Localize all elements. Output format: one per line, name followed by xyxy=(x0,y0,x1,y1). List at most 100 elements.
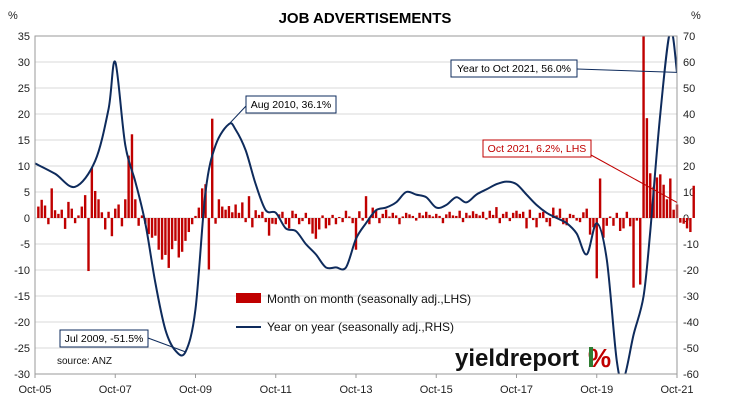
mom-bar xyxy=(70,208,73,218)
mom-bar xyxy=(481,211,485,218)
mom-bar xyxy=(67,201,70,218)
mom-bar xyxy=(511,212,515,218)
mom-bar xyxy=(114,208,117,218)
mom-bar xyxy=(398,218,401,225)
mom-bar xyxy=(338,216,341,218)
mom-bar xyxy=(150,218,154,238)
right-tick-label: -60 xyxy=(683,369,699,381)
mom-bar xyxy=(441,218,445,224)
left-tick-label: -15 xyxy=(14,291,30,303)
mom-bar xyxy=(659,174,662,218)
callout-leader-jul-2009 xyxy=(147,337,186,353)
mom-bar xyxy=(361,218,364,221)
mom-bar xyxy=(588,218,592,235)
mom-bar xyxy=(685,218,689,229)
x-tick-label: Oct-09 xyxy=(179,384,212,396)
mom-bar xyxy=(157,218,160,250)
mom-bar xyxy=(328,218,331,226)
right-tick-label: 60 xyxy=(683,57,695,69)
mom-bar xyxy=(632,218,635,288)
mom-bar xyxy=(542,211,545,218)
x-tick-label: Oct-19 xyxy=(580,384,613,396)
x-tick-label: Oct-15 xyxy=(420,384,453,396)
callout-box-jul-2009 xyxy=(59,329,149,348)
mom-bar xyxy=(47,218,50,225)
mom-bar xyxy=(381,213,384,218)
mom-bar xyxy=(87,218,90,272)
mom-bar xyxy=(297,218,301,225)
yoy-line xyxy=(35,36,677,374)
x-tick-label: Oct-07 xyxy=(99,384,132,396)
mom-bar xyxy=(645,118,649,218)
mom-bar xyxy=(50,188,53,218)
mom-bar xyxy=(217,199,221,218)
mom-bar xyxy=(364,196,368,218)
mom-bar xyxy=(635,218,639,221)
mom-bar xyxy=(605,218,608,226)
mom-bar xyxy=(358,211,361,218)
right-tick-label: -20 xyxy=(683,265,699,277)
mom-bar xyxy=(518,213,522,218)
mom-bar xyxy=(261,211,264,218)
left-tick-label: 15 xyxy=(18,135,30,147)
mom-bar xyxy=(558,208,562,218)
mom-bar xyxy=(90,168,94,218)
annotation-aug-2010: Aug 2010, 36.1% xyxy=(251,99,332,111)
right-tick-label: 70 xyxy=(683,31,695,43)
mom-bar xyxy=(438,215,441,218)
left-tick-label: 10 xyxy=(18,161,30,173)
mom-bar xyxy=(154,218,157,236)
mom-bar xyxy=(421,215,425,218)
mom-bar xyxy=(97,199,100,218)
callout-box-aug-2010 xyxy=(245,95,337,114)
mom-bar xyxy=(224,209,227,218)
mom-bar xyxy=(649,173,652,218)
mom-bar xyxy=(655,177,659,218)
mom-bar xyxy=(200,188,204,218)
mom-bar xyxy=(625,211,629,218)
mom-bar xyxy=(311,218,314,234)
mom-bar xyxy=(104,218,107,230)
mom-bar xyxy=(331,214,334,218)
mom-bar xyxy=(43,205,47,218)
mom-bar xyxy=(211,118,214,218)
mom-bar xyxy=(622,218,625,229)
mom-bar xyxy=(618,218,622,231)
mom-bar xyxy=(391,212,394,218)
mom-bar xyxy=(565,218,568,226)
mom-bar xyxy=(77,215,80,218)
mom-bar xyxy=(532,218,535,221)
mom-bar xyxy=(207,218,211,270)
legend-label-mom: Month on month (seasonally adj.,LHS) xyxy=(267,292,471,306)
left-tick-label: 0 xyxy=(24,213,30,225)
mom-bar xyxy=(307,218,311,225)
mom-bar xyxy=(521,211,525,218)
mom-bar xyxy=(294,213,298,218)
mom-bar xyxy=(160,218,164,260)
logo-percent-icon: % xyxy=(588,343,611,373)
right-tick-label: -10 xyxy=(683,239,699,251)
mom-bar xyxy=(585,208,588,218)
mom-bar xyxy=(602,218,605,238)
left-axis-unit: % xyxy=(8,10,18,22)
mom-bar xyxy=(244,218,247,223)
mom-bar xyxy=(237,212,241,218)
mom-bar xyxy=(578,218,582,223)
mom-bar xyxy=(344,210,348,218)
mom-bar xyxy=(40,199,43,218)
mom-bar xyxy=(582,212,585,218)
mom-bar xyxy=(378,218,381,224)
mom-bar xyxy=(117,204,120,218)
mom-bar xyxy=(411,215,415,218)
x-tick-label: Oct-11 xyxy=(260,384,292,396)
mom-bar xyxy=(461,218,465,223)
mom-bar xyxy=(351,218,354,224)
mom-bar xyxy=(80,206,84,218)
mom-bar xyxy=(134,199,137,218)
mom-bar xyxy=(140,215,144,218)
mom-bar xyxy=(318,218,321,230)
annotation-year-to-oct-2021: Year to Oct 2021, 56.0% xyxy=(457,63,571,75)
mom-bar xyxy=(508,218,512,222)
x-tick-label: Oct-13 xyxy=(339,384,372,396)
